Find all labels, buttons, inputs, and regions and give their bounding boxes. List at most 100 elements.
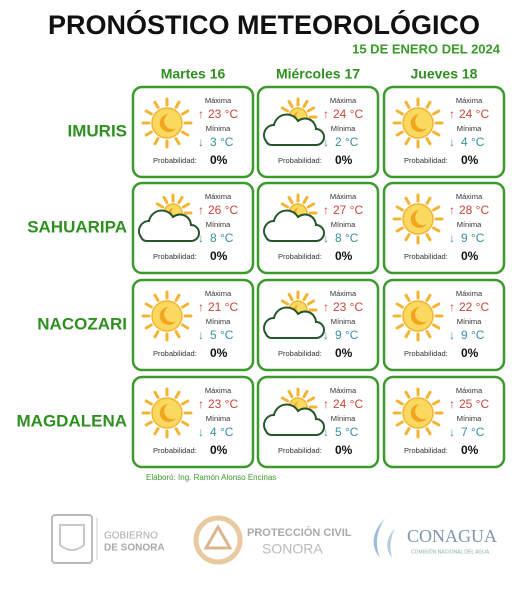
moon — [410, 114, 427, 132]
sun-ray — [425, 137, 432, 146]
prob-label: Probabilidad: — [404, 252, 448, 261]
sun-ray — [425, 390, 432, 399]
sun-disc — [402, 397, 434, 429]
sun-disc — [402, 300, 434, 332]
sun-ray — [280, 299, 290, 306]
sun-ray — [181, 109, 190, 116]
sun-ray — [174, 427, 181, 436]
prob-value: 0% — [461, 249, 479, 263]
sun-ray — [144, 130, 153, 137]
sun-icon — [141, 97, 193, 149]
sun-ray — [162, 195, 169, 205]
forecast-card: Máxima↑ 23 °C Mínima↓ 3 °C Probabilidad: 0% — [131, 85, 255, 179]
max-label: Máxima — [456, 192, 483, 201]
moon — [410, 404, 427, 422]
sun-ray — [153, 330, 160, 339]
conagua-text: CONAGUA — [407, 526, 497, 546]
prob-label: Probabilidad: — [278, 349, 322, 358]
sun-ray — [174, 100, 181, 109]
sun-ray — [287, 292, 294, 302]
max-temp: 28 °C — [459, 203, 489, 217]
up-arrow: ↑ — [323, 397, 329, 411]
sun-icon — [392, 193, 444, 245]
up-arrow: ↑ — [198, 300, 204, 314]
sun-ray — [153, 390, 160, 399]
date: 15 DE ENERO DEL 2024 — [352, 41, 501, 56]
sun-ray — [432, 399, 441, 406]
sun-ray — [395, 109, 404, 116]
down-arrow: ↓ — [198, 231, 204, 245]
sun-ray — [432, 226, 441, 233]
up-arrow: ↑ — [323, 203, 329, 217]
min-temp: 4 °C — [210, 425, 234, 439]
moon — [159, 404, 176, 422]
sun-ray — [425, 233, 432, 242]
prob-label: Probabilidad: — [404, 446, 448, 455]
sun-ray — [432, 323, 441, 330]
sun-ray — [404, 233, 411, 242]
min-temp: 9 °C — [461, 328, 485, 342]
min-label: Mínima — [206, 414, 231, 423]
sun-ray — [432, 109, 441, 116]
min-label: Mínima — [206, 124, 231, 133]
sun-ray — [144, 399, 153, 406]
min-temp: 8 °C — [335, 231, 359, 245]
sun-ray — [174, 330, 181, 339]
sun-ray — [302, 389, 309, 399]
down-arrow: ↓ — [323, 135, 329, 149]
min-label: Mínima — [206, 317, 231, 326]
max-label: Máxima — [205, 192, 232, 201]
prob-value: 0% — [210, 153, 228, 167]
min-label: Mínima — [457, 317, 482, 326]
max-label: Máxima — [330, 192, 357, 201]
sun-ray — [395, 226, 404, 233]
sun-ray — [181, 420, 190, 427]
sun-ray — [425, 427, 432, 436]
sun-ray — [404, 137, 411, 146]
city-label: NACOZARI — [37, 314, 127, 333]
sun-ray — [280, 396, 290, 403]
sun-ray — [395, 302, 404, 309]
up-arrow: ↑ — [323, 107, 329, 121]
proteccion-logo: PROTECCIÓN CIVIL SONORA — [193, 515, 352, 565]
gobierno-text: GOBIERNO — [104, 531, 158, 542]
prob-value: 0% — [210, 443, 228, 457]
conagua-logo: CONAGUA COMISIÓN NACIONAL DEL AGUA — [373, 518, 497, 558]
sun-disc — [151, 397, 183, 429]
down-arrow: ↓ — [449, 425, 455, 439]
forecast-card: Máxima↑ 24 °C Mínima↓ 4 °C Probabilidad: 0% — [382, 85, 506, 179]
down-arrow: ↓ — [323, 231, 329, 245]
min-label: Mínima — [457, 220, 482, 229]
sun-icon — [392, 387, 444, 439]
cloud-icon — [138, 209, 200, 242]
moon — [159, 307, 176, 325]
min-temp: 9 °C — [461, 231, 485, 245]
sun-ray — [404, 427, 411, 436]
city-label: SAHUARIPA — [27, 217, 127, 236]
forecast-card: Máxima↑ 23 °C Mínima↓ 9 °C Probabilidad: 0% — [256, 278, 380, 372]
down-arrow: ↓ — [449, 135, 455, 149]
prob-value: 0% — [461, 153, 479, 167]
forecast-card: Máxima↑ 27 °C Mínima↓ 8 °C Probabilidad: 0% — [256, 181, 380, 275]
sun-ray — [174, 293, 181, 302]
sun-ray — [174, 390, 181, 399]
cloud-icon — [263, 113, 325, 146]
sun-ray — [144, 420, 153, 427]
sun-icon — [392, 97, 444, 149]
sun-ray — [425, 293, 432, 302]
sun-ray — [404, 390, 411, 399]
max-label: Máxima — [205, 386, 232, 395]
down-arrow: ↓ — [449, 328, 455, 342]
sun-icon — [141, 387, 193, 439]
sun-ray — [155, 202, 165, 209]
prob-label: Probabilidad: — [153, 252, 197, 261]
sun-ray — [153, 427, 160, 436]
sun-disc — [402, 107, 434, 139]
min-temp: 7 °C — [461, 425, 485, 439]
down-arrow: ↓ — [198, 328, 204, 342]
max-label: Máxima — [205, 96, 232, 105]
sun-ray — [404, 293, 411, 302]
sun-ray — [306, 299, 316, 306]
sun-ray — [302, 292, 309, 302]
